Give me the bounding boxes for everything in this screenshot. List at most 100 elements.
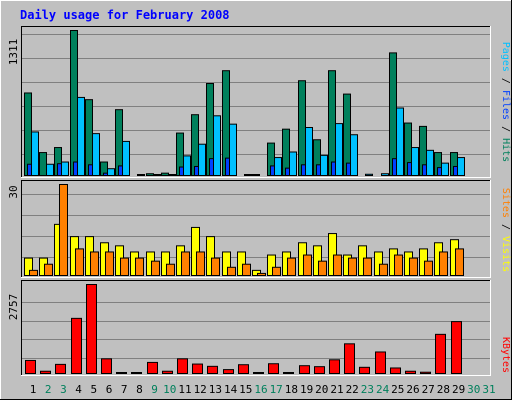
bar-sites-day-13 — [211, 257, 220, 277]
bar-sites-day-12 — [196, 251, 205, 276]
bar-kbytes-day-8 — [131, 372, 142, 374]
x-tick-label-day-2: 2 — [45, 383, 52, 396]
bar-kbytes-day-23 — [359, 366, 370, 374]
bar-pages-day-17 — [274, 157, 282, 176]
bar-kbytes-day-2 — [40, 370, 51, 375]
bar-hits-day-2 — [39, 152, 47, 176]
bar-pages-day-27 — [426, 149, 434, 176]
bar-pages-day-15 — [244, 174, 252, 176]
x-tick-label-day-7: 7 — [121, 383, 128, 396]
bar-sites-day-22 — [348, 257, 357, 277]
legend-separator: / — [500, 72, 511, 90]
x-axis-day-labels: 1 2 3 4 5 6 7 8 9 10 11 12 13 14 15 16 17 18 19 20 21 22 23 24 2… — [30, 383, 496, 396]
x-tick-label-day-28: 28 — [437, 383, 450, 396]
panel-1: 1311 Pages / Files / Hits — [7, 26, 511, 178]
bar-kbytes-day-3 — [55, 363, 66, 375]
x-tick-label-day-16: 16 — [254, 383, 267, 396]
x-tick-label-day-1: 1 — [30, 383, 37, 396]
x-tick-label-day-23: 23 — [361, 383, 374, 396]
bar-kbytes-day-12 — [192, 363, 203, 375]
bar-sites-day-18 — [287, 257, 296, 277]
bar-pages-day-7 — [122, 140, 130, 176]
bar-pages-day-22 — [350, 134, 358, 177]
bar-sites-day-19 — [303, 254, 312, 277]
bar-kbytes-day-20 — [314, 366, 325, 375]
bar-sites-day-20 — [318, 260, 327, 276]
bar-sites-day-14 — [227, 266, 236, 276]
x-tick-label-day-22: 22 — [346, 383, 359, 396]
legend-files: Files — [500, 90, 511, 120]
bar-sites-day-2 — [44, 263, 53, 277]
bar-sites-day-7 — [120, 257, 129, 277]
x-tick-label-day-20: 20 — [315, 383, 328, 396]
x-tick-label-day-14: 14 — [224, 383, 238, 396]
x-tick-label-day-3: 3 — [60, 383, 67, 396]
bar-kbytes-day-28 — [435, 333, 446, 374]
bar-sites-day-23 — [363, 257, 372, 277]
legend-sites: Sites — [500, 188, 511, 218]
bar-kbytes-day-1 — [25, 359, 36, 375]
bar-visits-day-13 — [206, 236, 215, 276]
x-tick-label-day-30: 30 — [467, 383, 480, 396]
bar-pages-day-8 — [137, 174, 145, 176]
bar-kbytes-day-13 — [207, 365, 218, 375]
x-tick-label-day-21: 21 — [330, 383, 343, 396]
bar-pages-day-1 — [31, 131, 39, 177]
bar-kbytes-day-27 — [420, 371, 431, 374]
bar-pages-day-4 — [77, 96, 85, 176]
x-tick-label-day-15: 15 — [239, 383, 252, 396]
bar-pages-day-10 — [168, 174, 176, 176]
bar-hits-day-10 — [161, 172, 169, 177]
panel-3: 2757 KBytes — [7, 280, 511, 376]
bar-kbytes-day-24 — [375, 351, 386, 375]
bar-kbytes-day-4 — [71, 317, 82, 375]
bar-sites-day-25 — [394, 254, 403, 277]
bar-pages-day-6 — [107, 168, 115, 176]
bar-hits-day-4 — [70, 30, 78, 176]
series-legend: Pages / Files / Hits — [500, 42, 511, 162]
bar-pages-day-26 — [411, 147, 419, 176]
bar-kbytes-day-7 — [116, 372, 127, 374]
x-tick-label-day-10: 10 — [163, 383, 176, 396]
bar-pages-day-28 — [441, 162, 449, 176]
bar-kbytes-day-5 — [86, 284, 97, 374]
bar-kbytes-day-10 — [162, 370, 173, 375]
y-max-label: 2757 — [7, 294, 20, 321]
bar-sites-day-21 — [333, 254, 342, 277]
panel-2: 30 Sites / Visits — [7, 180, 511, 278]
bar-pages-day-20 — [320, 154, 328, 176]
bar-sites-day-11 — [181, 251, 190, 276]
legend-visits: Visits — [500, 236, 511, 272]
bar-kbytes-day-11 — [177, 358, 188, 374]
legend-kbytes: KBytes — [500, 337, 511, 373]
bar-sites-day-3 — [59, 184, 68, 276]
series-legend: Sites / Visits — [500, 188, 511, 272]
bar-hits-day-1 — [24, 92, 32, 176]
bar-visits-day-21 — [328, 233, 337, 276]
x-tick-label-day-5: 5 — [90, 383, 97, 396]
series-legend: KBytes — [500, 337, 511, 373]
bar-hits-day-25 — [389, 52, 397, 176]
bar-sites-day-16 — [257, 272, 266, 276]
x-tick-label-day-4: 4 — [75, 383, 82, 396]
legend-separator: / — [500, 218, 511, 236]
bar-sites-day-24 — [379, 263, 388, 277]
x-tick-label-day-24: 24 — [376, 383, 390, 396]
bar-sites-day-10 — [166, 263, 175, 277]
bar-kbytes-day-26 — [405, 370, 416, 375]
bar-sites-day-1 — [29, 269, 38, 277]
bar-sites-day-6 — [105, 251, 114, 276]
bar-sites-day-17 — [272, 266, 281, 276]
x-tick-label-day-27: 27 — [422, 383, 435, 396]
bar-pages-day-2 — [46, 163, 54, 177]
bar-pages-day-12 — [198, 143, 206, 176]
bar-kbytes-day-15 — [238, 364, 249, 375]
bar-hits-day-16 — [252, 174, 260, 176]
bar-hits-day-9 — [146, 173, 154, 177]
x-tick-label-day-19: 19 — [300, 383, 313, 396]
bar-visits-day-17 — [267, 254, 276, 277]
bar-pages-day-14 — [229, 123, 237, 177]
bar-pages-day-25 — [396, 107, 404, 176]
x-tick-label-day-31: 31 — [482, 383, 495, 396]
bar-pages-day-23 — [365, 173, 373, 176]
